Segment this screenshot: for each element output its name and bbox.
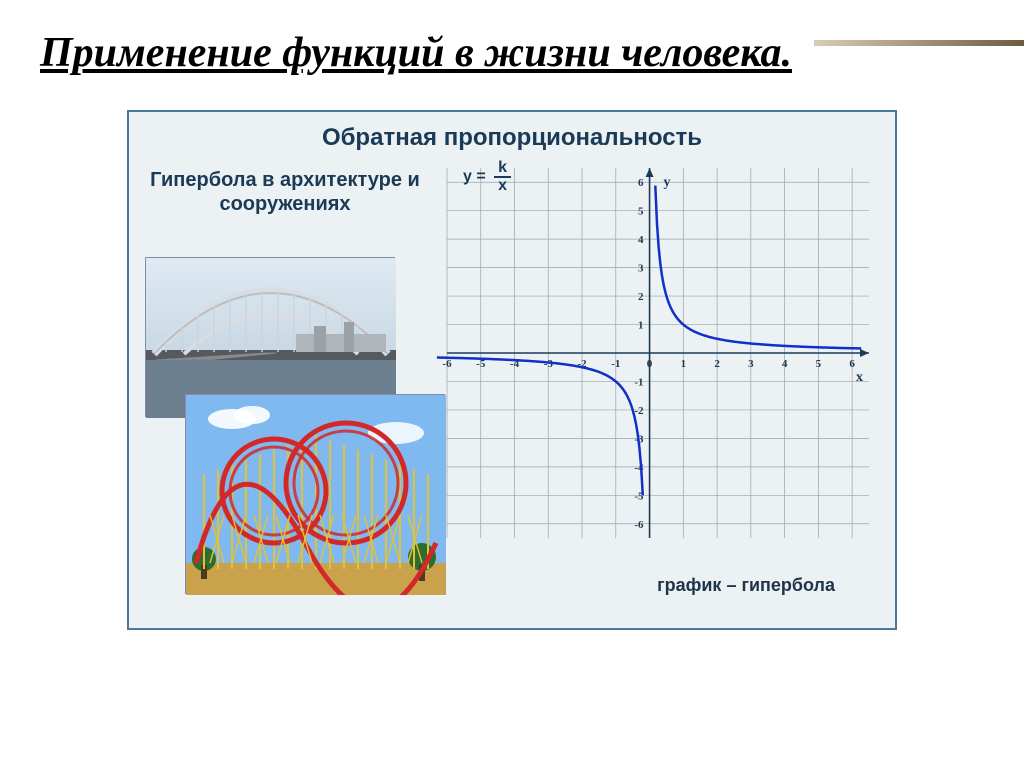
svg-text:-2: -2 — [634, 405, 644, 417]
accent-rule — [814, 40, 1024, 46]
formula-numerator: k — [494, 160, 511, 178]
svg-text:2: 2 — [638, 291, 644, 303]
panel-title: Обратная пропорциональность — [145, 124, 879, 152]
coaster-photo — [185, 394, 445, 594]
content-panel: Обратная пропорциональность Гипербола в … — [127, 110, 897, 630]
svg-text:0: 0 — [647, 358, 653, 370]
formula-lhs: y = — [463, 169, 486, 186]
svg-text:1: 1 — [638, 320, 644, 332]
left-caption: Гипербола в архитектуре и сооружениях — [145, 162, 425, 216]
svg-text:5: 5 — [638, 206, 644, 218]
chart-caption: график – гипербола — [657, 575, 835, 596]
coaster-illustration — [186, 395, 446, 595]
hyperbola-chart: -6-5-4-3-2-10123456-6-5-4-3-2-1123456xy — [433, 162, 883, 562]
formula: y = k x — [463, 160, 511, 194]
left-column: Гипербола в архитектуре и сооружениях — [145, 162, 425, 592]
svg-text:3: 3 — [748, 358, 754, 370]
svg-text:4: 4 — [782, 358, 788, 370]
svg-text:x: x — [856, 370, 863, 385]
svg-text:-1: -1 — [634, 377, 643, 389]
slide-title: Применение функций в жизни человека. — [40, 28, 800, 78]
svg-text:y: y — [664, 175, 671, 190]
svg-text:6: 6 — [849, 358, 855, 370]
svg-text:4: 4 — [638, 235, 644, 247]
formula-fraction: k x — [494, 160, 511, 194]
svg-text:1: 1 — [681, 358, 687, 370]
bridge-photo — [145, 257, 395, 417]
chart-area: y = k x -6-5-4-3-2-10123456-6-5-4-3-2-11… — [433, 162, 883, 592]
panel-body: Гипербола в архитектуре и сооружениях y … — [145, 162, 879, 592]
svg-text:6: 6 — [638, 178, 644, 190]
svg-text:3: 3 — [638, 263, 644, 275]
svg-text:5: 5 — [816, 358, 822, 370]
svg-text:-1: -1 — [611, 358, 620, 370]
svg-text:-6: -6 — [634, 519, 644, 531]
svg-text:-6: -6 — [442, 358, 452, 370]
formula-denominator: x — [494, 178, 511, 194]
svg-text:2: 2 — [714, 358, 720, 370]
